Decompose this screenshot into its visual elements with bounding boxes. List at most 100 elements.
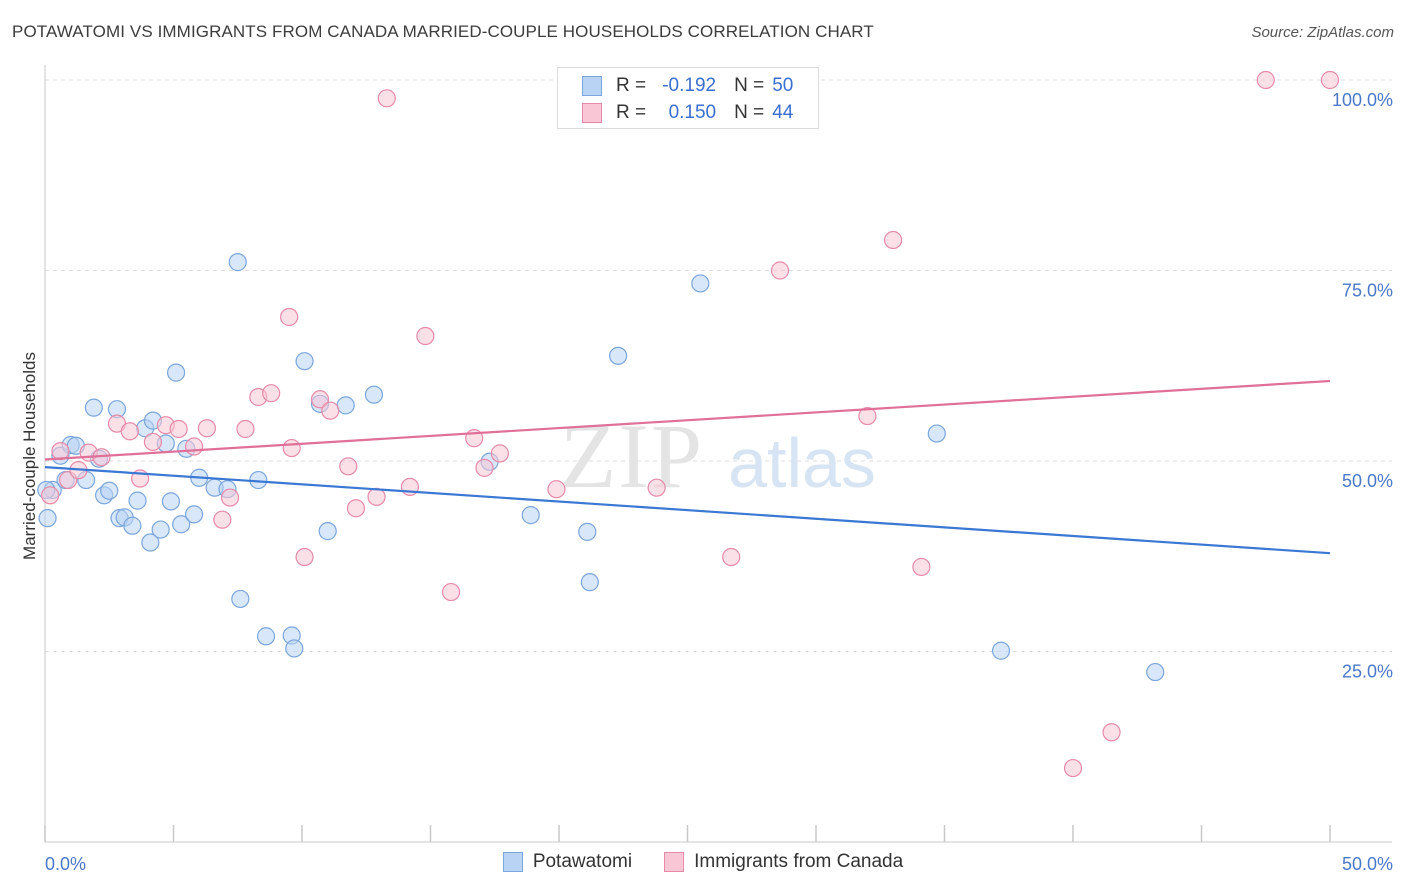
data-points <box>37 70 1340 778</box>
y-axis-label: Married-couple Households <box>20 352 39 560</box>
data-point <box>120 422 139 441</box>
data-point <box>310 390 330 409</box>
data-point <box>475 458 494 477</box>
data-point <box>580 573 599 592</box>
data-point <box>912 557 931 577</box>
data-point <box>41 486 60 505</box>
data-point <box>321 401 340 420</box>
data-point <box>336 396 355 415</box>
data-point <box>141 533 160 552</box>
data-point <box>151 520 170 539</box>
data-point <box>339 457 358 476</box>
grid-lines <box>45 79 1392 652</box>
data-point <box>161 492 181 511</box>
watermark-atlas: atlas <box>728 424 876 502</box>
data-point <box>84 398 103 417</box>
series-legend: Potawatomi Immigrants from Canada <box>0 851 1406 873</box>
data-point <box>51 441 70 461</box>
r-value: -0.192 <box>662 75 717 96</box>
legend-row-canada: R = 0.150 N = 44 <box>582 100 793 126</box>
data-point <box>1063 758 1083 778</box>
data-point <box>282 438 301 458</box>
n-label: N = <box>734 75 765 96</box>
tick-labels: 25.0% 50.0% 75.0% 100.0% 0.0% 50.0% <box>45 90 1393 874</box>
data-point <box>858 406 877 426</box>
y-tick-label: 50.0% <box>1342 471 1393 491</box>
data-point <box>280 307 299 327</box>
legend-swatch-blue <box>582 76 602 96</box>
data-point <box>991 641 1011 660</box>
trend-lines <box>44 379 1331 555</box>
data-point <box>1102 723 1121 742</box>
legend-label: Immigrants from Canada <box>694 851 904 872</box>
y-tick-label: 25.0% <box>1342 662 1393 682</box>
data-point <box>578 522 597 541</box>
data-point <box>722 547 741 567</box>
y-tick-label: 75.0% <box>1342 281 1393 301</box>
data-point <box>883 230 903 250</box>
data-point <box>231 589 250 609</box>
source-label: Source: ZipAtlas.com <box>1251 24 1394 41</box>
watermark-zip: ZIP <box>560 405 704 507</box>
r-value: 0.150 <box>668 102 717 123</box>
legend-row-potawatomi: R = -0.192 N = 50 <box>582 73 793 99</box>
axes <box>44 65 1392 843</box>
legend-swatch-pink <box>664 852 685 872</box>
data-point <box>691 274 710 293</box>
x-tick-label: 50.0% <box>1342 854 1393 874</box>
data-point <box>367 487 386 506</box>
r-label: R = <box>616 102 647 123</box>
data-point <box>262 384 281 403</box>
data-point <box>927 424 946 443</box>
x-tick-label: 0.0% <box>45 854 86 874</box>
data-point <box>213 510 232 529</box>
watermark: ZIP atlas <box>560 405 876 507</box>
data-point <box>220 488 240 507</box>
legend-item-potawatomi: Potawatomi <box>502 851 633 873</box>
data-point <box>364 385 384 404</box>
chart-title: POTAWATOMI VS IMMIGRANTS FROM CANADA MAR… <box>12 22 874 41</box>
data-point <box>295 547 314 567</box>
legend-swatch-blue <box>502 852 523 872</box>
data-point <box>770 261 790 280</box>
data-point <box>197 419 217 438</box>
data-point <box>143 432 163 452</box>
data-point <box>295 352 314 371</box>
n-value: 44 <box>772 102 794 123</box>
data-point <box>169 419 188 439</box>
r-label: R = <box>616 75 647 96</box>
data-point <box>256 627 276 646</box>
data-point <box>285 639 304 658</box>
data-point <box>521 506 540 525</box>
y-tick-label: 100.0% <box>1332 90 1393 110</box>
data-point <box>416 326 435 346</box>
data-point <box>172 515 191 534</box>
n-label: N = <box>734 102 765 123</box>
correlation-legend: R = -0.192 N = 50 R = 0.150 N = 44 <box>557 67 819 129</box>
data-point <box>228 253 247 272</box>
data-point <box>377 89 396 108</box>
data-point <box>100 481 119 500</box>
data-point <box>184 437 204 456</box>
legend-label: Potawatomi <box>532 851 633 872</box>
data-point <box>318 522 337 541</box>
data-point <box>647 478 666 497</box>
data-point <box>166 363 186 382</box>
data-point <box>346 499 366 518</box>
data-point <box>1146 662 1165 682</box>
data-point <box>123 516 142 535</box>
data-point <box>128 491 147 510</box>
data-point <box>441 582 461 602</box>
data-point <box>1320 70 1340 90</box>
data-point <box>184 505 204 524</box>
data-point <box>609 346 628 365</box>
trend-line <box>44 379 1331 461</box>
data-point <box>547 480 566 499</box>
data-point <box>490 444 509 463</box>
data-point <box>236 419 255 439</box>
legend-item-canada: Immigrants from Canada <box>664 851 903 873</box>
data-point <box>38 509 57 528</box>
n-value: 50 <box>772 75 794 96</box>
legend-swatch-pink <box>582 103 602 123</box>
